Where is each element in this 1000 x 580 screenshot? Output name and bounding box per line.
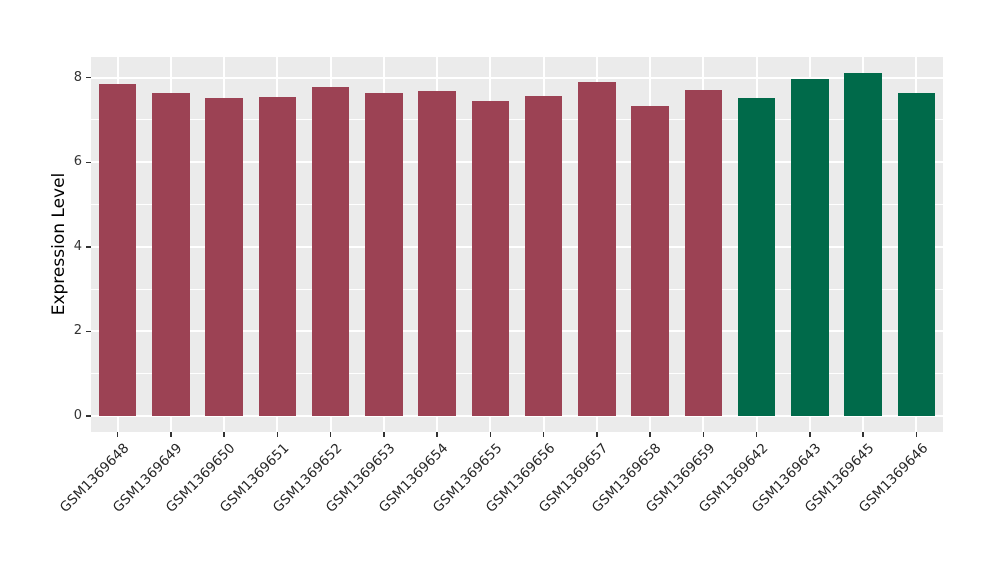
bar-GSM1369646 <box>897 92 935 416</box>
x-tick-mark <box>170 432 172 437</box>
plot-panel <box>91 57 943 432</box>
x-tick-mark <box>329 432 332 437</box>
x-tick-mark <box>809 432 811 437</box>
bar-GSM1369645 <box>844 73 882 416</box>
bar-GSM1369653 <box>365 92 403 416</box>
bar-GSM1369657 <box>578 81 616 416</box>
y-tick-mark <box>86 246 91 248</box>
y-tick-label: 6 <box>73 154 82 170</box>
bar-GSM1369658 <box>631 106 669 416</box>
x-tick-mark <box>702 432 705 437</box>
y-tick-mark <box>86 415 91 417</box>
y-tick-mark <box>86 76 91 79</box>
gridline-minor-horizontal <box>91 373 943 375</box>
y-tick-label: 8 <box>73 69 82 85</box>
bar-GSM1369648 <box>98 84 137 416</box>
y-tick-mark <box>86 330 91 333</box>
x-tick-mark <box>489 432 492 437</box>
bar-GSM1369656 <box>524 96 563 416</box>
y-tick-label: 4 <box>73 238 82 254</box>
x-tick-mark <box>755 432 758 437</box>
bar-GSM1369651 <box>258 97 296 416</box>
x-tick-mark <box>223 432 225 437</box>
gridline-minor-horizontal <box>91 288 943 290</box>
x-tick-mark <box>649 432 651 437</box>
gridline-major-horizontal <box>91 245 943 248</box>
bar-GSM1369642 <box>737 98 776 416</box>
bar-GSM1369655 <box>471 100 509 416</box>
y-tick-label: 2 <box>73 323 82 339</box>
bar-GSM1369652 <box>311 87 350 416</box>
bar-GSM1369649 <box>152 92 190 416</box>
gridline-major-horizontal <box>91 76 943 79</box>
x-tick-mark <box>915 432 918 437</box>
x-tick-mark <box>276 432 279 437</box>
x-tick-mark <box>383 432 385 437</box>
gridline-major-horizontal <box>91 161 943 164</box>
gridline-minor-horizontal <box>91 119 943 121</box>
y-tick-mark <box>86 161 91 164</box>
x-tick-mark <box>862 432 864 437</box>
bar-GSM1369643 <box>791 78 829 416</box>
x-tick-mark <box>116 432 119 437</box>
x-tick-mark <box>596 432 598 437</box>
gridline-minor-horizontal <box>91 204 943 206</box>
bar-GSM1369654 <box>418 90 456 416</box>
x-tick-mark <box>436 432 438 437</box>
bar-GSM1369650 <box>205 98 243 416</box>
gridline-major-horizontal <box>91 414 943 417</box>
x-tick-mark <box>542 432 545 437</box>
bar-GSM1369659 <box>684 90 722 416</box>
y-tick-label: 0 <box>73 407 82 423</box>
gridline-major-horizontal <box>91 330 943 333</box>
